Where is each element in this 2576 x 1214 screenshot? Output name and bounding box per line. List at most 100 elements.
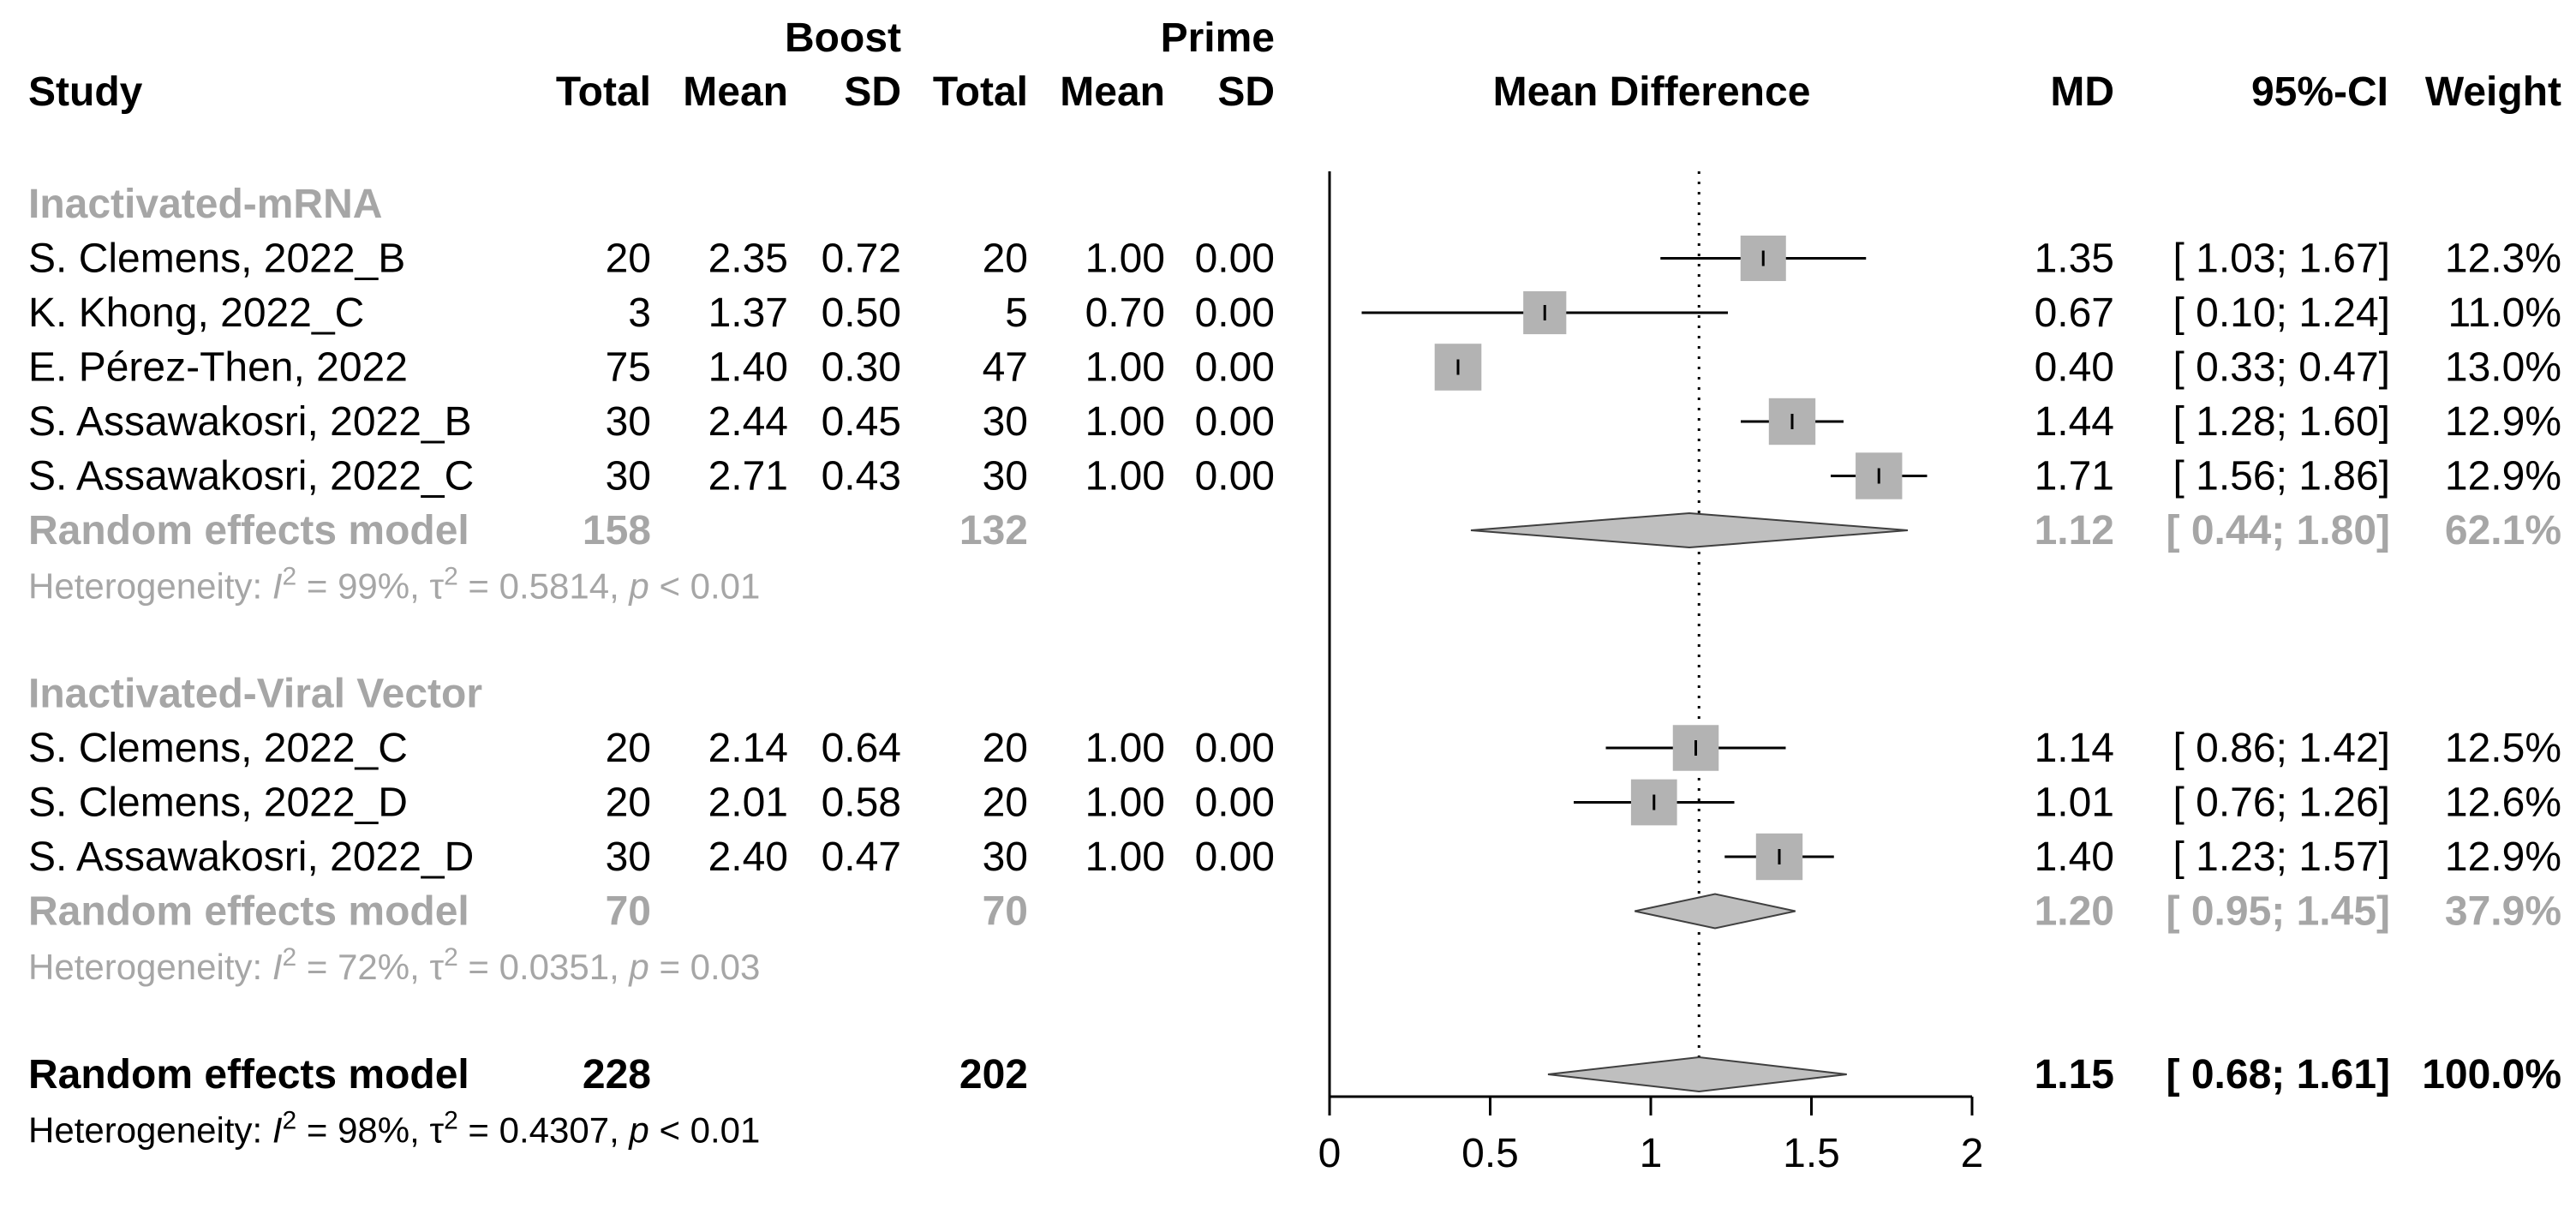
heterogeneity-tau-sup: 2: [444, 1107, 458, 1135]
prime-total: 20: [983, 236, 1028, 282]
heterogeneity-prefix: Heterogeneity:: [28, 947, 272, 987]
boost-sd: 0.64: [822, 726, 901, 771]
prime-mean: 1.00: [1085, 345, 1165, 391]
subgroup-model-label: Random effects model: [28, 889, 469, 935]
boost-total: 20: [606, 726, 651, 771]
heterogeneity-p-label: p: [627, 1110, 648, 1151]
header-study: Study: [28, 69, 143, 115]
prime-mean: 1.00: [1085, 780, 1165, 826]
prime-mean: 0.70: [1085, 290, 1165, 336]
ci-value: [ 0.76; 1.26]: [2173, 780, 2390, 826]
boost-total: 30: [606, 834, 651, 880]
x-tick-label: 2: [1961, 1131, 1984, 1176]
header-boost-mean: Mean: [683, 69, 788, 115]
boost-mean: 2.40: [708, 834, 788, 880]
weight-value: 12.9%: [2445, 834, 2561, 880]
prime-sd: 0.00: [1195, 454, 1275, 499]
heterogeneity-i2-label: I: [272, 1110, 283, 1151]
subgroup-heterogeneity: Heterogeneity: I2 = 99%, τ2 = 0.5814, p …: [28, 563, 760, 607]
heterogeneity-i2-value: = 99%,: [296, 566, 429, 607]
subgroup-heterogeneity: Heterogeneity: I2 = 72%, τ2 = 0.0351, p …: [28, 943, 760, 987]
heterogeneity-prefix: Heterogeneity:: [28, 1110, 272, 1151]
heterogeneity-tau-sup: 2: [444, 563, 458, 591]
subgroup-model-weight: 37.9%: [2445, 889, 2561, 935]
ci-value: [ 1.56; 1.86]: [2173, 454, 2390, 499]
subgroup-title: Inactivated-Viral Vector: [28, 672, 482, 717]
overall-model-md: 1.15: [2035, 1052, 2114, 1097]
x-tick-label: 1.5: [1783, 1131, 1840, 1176]
header-ci: 95%-CI: [2251, 69, 2388, 115]
subgroup-model-ci: [ 0.44; 1.80]: [2167, 508, 2390, 553]
overall-model-boost-total: 228: [583, 1052, 651, 1097]
ci-value: [ 1.28; 1.60]: [2173, 399, 2390, 445]
boost-total: 3: [628, 290, 651, 336]
boost-sd: 0.72: [822, 236, 901, 282]
heterogeneity-p-label: p: [627, 566, 648, 607]
prime-total: 20: [983, 780, 1028, 826]
heterogeneity-p-label: p: [627, 947, 648, 987]
weight-value: 12.9%: [2445, 454, 2561, 499]
boost-sd: 0.45: [822, 399, 901, 445]
overall-model-prime-total: 202: [959, 1052, 1028, 1097]
overall-model-ci: [ 0.68; 1.61]: [2167, 1052, 2390, 1097]
header-prime-mean: Mean: [1060, 69, 1165, 115]
boost-sd: 0.30: [822, 345, 901, 391]
ci-value: [ 0.10; 1.24]: [2173, 290, 2390, 336]
header-row: Boost Prime Study Total Mean SD Total Me…: [28, 15, 2561, 115]
heterogeneity-tau-value: = 0.4307,: [458, 1110, 630, 1151]
weight-value: 12.5%: [2445, 726, 2561, 771]
weight-value: 12.9%: [2445, 399, 2561, 445]
header-mean-difference: Mean Difference: [1493, 69, 1811, 115]
heterogeneity-p-value: < 0.01: [649, 566, 761, 607]
boost-total: 20: [606, 780, 651, 826]
ci-value: [ 0.33; 0.47]: [2173, 345, 2390, 391]
boost-sd: 0.47: [822, 834, 901, 880]
heterogeneity-i2-label: I: [272, 947, 283, 987]
md-value: 1.40: [2035, 834, 2114, 880]
boost-mean: 2.01: [708, 780, 788, 826]
prime-mean: 1.00: [1085, 399, 1165, 445]
boost-sd: 0.58: [822, 780, 901, 826]
ci-value: [ 1.23; 1.57]: [2173, 834, 2390, 880]
table-rows: Inactivated-mRNA S. Clemens, 2022_B 20 2.35…: [28, 182, 2561, 1151]
study-name: S. Assawakosri, 2022_C: [28, 454, 474, 499]
header-boost-total: Total: [556, 69, 651, 115]
study-name: S. Clemens, 2022_D: [28, 780, 408, 826]
prime-sd: 0.00: [1195, 834, 1275, 880]
study-name: S. Assawakosri, 2022_B: [28, 399, 472, 445]
prime-total: 30: [983, 399, 1028, 445]
overall-model-label: Random effects model: [28, 1052, 469, 1097]
subgroup-model-prime-total: 132: [959, 508, 1028, 553]
prime-mean: 1.00: [1085, 236, 1165, 282]
header-prime-sd: SD: [1217, 69, 1275, 115]
prime-total: 30: [983, 454, 1028, 499]
subgroup-title: Inactivated-mRNA: [28, 182, 382, 227]
subgroup-model-boost-total: 70: [606, 889, 651, 935]
md-value: 1.35: [2035, 236, 2114, 282]
header-md: MD: [2050, 69, 2114, 115]
heterogeneity-tau-sup: 2: [444, 943, 458, 972]
weight-value: 13.0%: [2445, 345, 2561, 391]
header-boost-sd: SD: [844, 69, 901, 115]
heterogeneity-i2-label: I: [272, 566, 283, 607]
boost-mean: 1.37: [708, 290, 788, 336]
prime-total: 30: [983, 834, 1028, 880]
subgroup-model-boost-total: 158: [583, 508, 651, 553]
heterogeneity-tau-label: τ: [429, 1110, 444, 1151]
overall-heterogeneity: Heterogeneity: I2 = 98%, τ2 = 0.4307, p …: [28, 1107, 760, 1151]
heterogeneity-p-value: < 0.01: [649, 1110, 761, 1151]
boost-mean: 2.14: [708, 726, 788, 771]
subgroup-model-weight: 62.1%: [2445, 508, 2561, 553]
header-prime-total: Total: [933, 69, 1028, 115]
overall-model-diamond: [1547, 1056, 1847, 1093]
boost-mean: 1.40: [708, 345, 788, 391]
boost-sd: 0.50: [822, 290, 901, 336]
plot-area: 0 0.5 1 1.5 2: [1318, 171, 1984, 1176]
boost-total: 30: [606, 454, 651, 499]
header-weight: Weight: [2425, 69, 2561, 115]
heterogeneity-tau-label: τ: [429, 947, 444, 987]
boost-mean: 2.35: [708, 236, 788, 282]
overall-model-weight: 100.0%: [2422, 1052, 2561, 1097]
prime-sd: 0.00: [1195, 399, 1275, 445]
heterogeneity-tau-value: = 0.0351,: [458, 947, 630, 987]
